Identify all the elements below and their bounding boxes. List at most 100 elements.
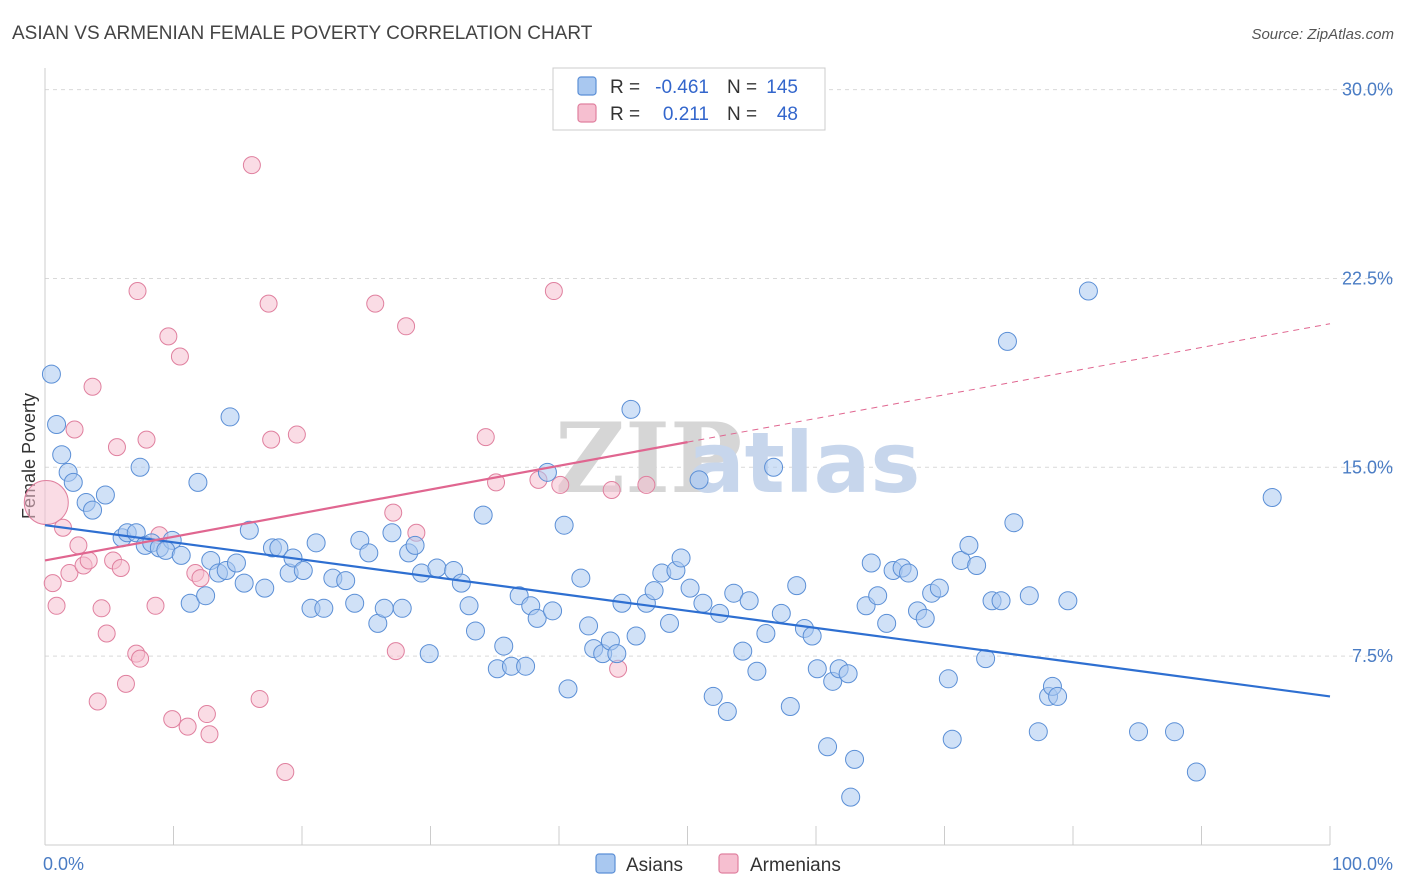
trend-lines [44,323,1331,698]
legend-armenians-label: Armenians [750,855,841,876]
asian-point [802,626,822,646]
asian-point [717,702,737,722]
asian-point [764,457,784,477]
asian-point [915,608,935,628]
legend-asians-label: Asians [626,855,683,876]
asian-point [47,414,67,434]
asian-point [427,558,447,578]
asian-point [579,616,599,636]
asian-n-value: 145 [766,77,798,98]
watermark-zip: ZIP [555,402,742,515]
y-tick-label: 30.0% [1342,80,1393,100]
asian-point [739,591,759,611]
asian-point [1004,513,1024,533]
asian-point [841,787,861,807]
asian-point [234,573,254,593]
armenian-point [366,294,385,313]
asian-point [558,679,578,699]
armenian-point [69,536,88,555]
asian-point [942,729,962,749]
asian-point [130,457,150,477]
asian-point [314,598,334,618]
armenian-point [242,156,261,175]
asian-point [359,543,379,563]
asian-point [83,500,103,520]
watermark-atlas: atlas [688,414,920,512]
armenian-point [163,710,182,729]
asian-point [255,578,275,598]
asian-r-label: R = [610,77,640,98]
asian-point [660,613,680,633]
armenian-r-label: R = [610,104,640,125]
asian-point [644,581,664,601]
y-tick-label: 22.5% [1342,268,1393,288]
armenian-n-value: 48 [777,104,798,125]
armenian-point [262,430,281,449]
asian-point [336,571,356,591]
asian-points [41,281,1282,807]
series-legend: Asians Armenians [595,853,841,876]
asian-point [938,669,958,689]
armenian-point [276,762,295,781]
asian-point [554,515,574,535]
armenian-point [146,596,165,615]
armenian-point [23,480,69,526]
armenian-point [131,649,150,668]
armenian-point [397,317,416,336]
armenian-point [83,377,102,396]
stats-legend-box [552,67,826,131]
asian-point [807,659,827,679]
armenian-point [92,599,111,618]
asian-point [451,573,471,593]
watermark: ZIP atlas [555,402,920,515]
asian-point [671,548,691,568]
armenian-point [137,430,156,449]
asian-point [787,576,807,596]
asian-point [868,586,888,606]
legend-armenians-swatch [718,853,739,874]
armenian-swatch [577,103,597,123]
asian-point [473,505,493,525]
asian-point [1019,586,1039,606]
asian-point [1078,281,1098,301]
y-tick-label: 15.0% [1342,457,1393,477]
armenian-point [116,674,135,693]
armenian-point [128,282,147,301]
asian-point [374,598,394,618]
asian-point [516,656,536,676]
chart-source: Source: ZipAtlas.com [1251,26,1394,43]
asian-point [180,593,200,613]
asian-point [239,520,259,540]
armenian-point [384,503,403,522]
asian-point [465,621,485,641]
asian-point [693,593,713,613]
armenian-point [88,692,107,711]
armenian-point [159,327,178,346]
armenian-point [60,564,79,583]
armenian-point [191,569,210,588]
x-tick-label: 0.0% [43,854,84,874]
asian-point [818,737,838,757]
armenian-point [107,438,126,457]
asian-point [543,601,563,621]
armenian-point [602,480,621,499]
armenian-point [111,559,130,578]
asian-point [838,664,858,684]
asian-n-label: N = [727,77,757,98]
armenian-point [551,475,570,494]
chart-title: ASIAN VS ARMENIAN FEMALE POVERTY CORRELA… [12,23,593,44]
asian-point [756,623,776,643]
asian-point [680,578,700,598]
asian-point [1262,488,1282,508]
grid-lines [45,89,1393,657]
armenian-points [23,156,656,781]
asian-point [382,523,402,543]
asian-point [1129,722,1149,742]
armenian-point [476,428,495,447]
armenian-point [200,725,219,744]
asian-point [733,641,753,661]
asian-point [293,561,313,581]
asian-point [724,583,744,603]
asian-point [1165,722,1185,742]
